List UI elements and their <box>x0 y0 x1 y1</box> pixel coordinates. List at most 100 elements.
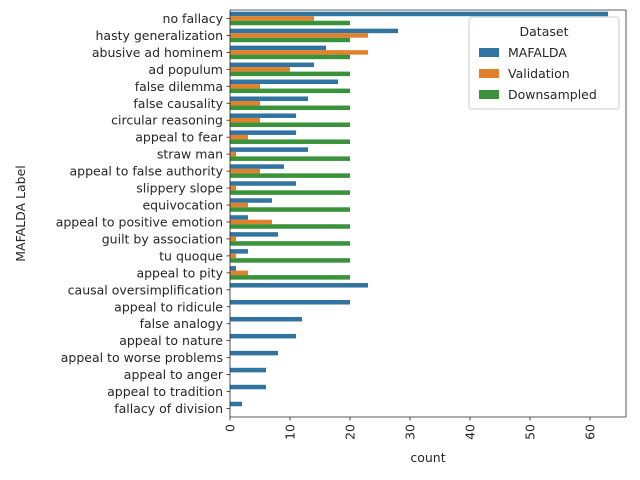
bar-mafalda-slippery-slope <box>230 181 296 186</box>
bar-mafalda-circular-reasoning <box>230 113 296 118</box>
bar-downsampled-abusive-ad-hominem <box>230 54 350 60</box>
x-tick-label: 10 <box>283 424 298 440</box>
bar-validation-abusive-ad-hominem <box>230 50 368 55</box>
legend-entries: MAFALDA Validation Downsampled <box>479 45 597 102</box>
y-tick-label: slippery slope <box>136 181 223 196</box>
y-tick-label: no fallacy <box>163 11 224 26</box>
y-tick-label: appeal to tradition <box>107 384 223 399</box>
bar-downsampled-appeal-to-pity <box>230 275 350 280</box>
y-tick-label: ad populum <box>148 62 223 77</box>
bar-mafalda-appeal-to-pity <box>230 266 236 271</box>
legend-label-downsampled: Downsampled <box>508 87 597 102</box>
x-tick-label: 30 <box>403 424 418 440</box>
y-tick-label: appeal to positive emotion <box>56 214 223 229</box>
bar-mafalda-equivocation <box>230 198 272 203</box>
bar-downsampled-slippery-slope <box>230 190 350 195</box>
bar-mafalda-no-fallacy <box>230 11 608 17</box>
bar-downsampled-false-dilemma <box>230 88 350 94</box>
bar-downsampled-hasty-generalization <box>230 37 350 43</box>
y-tick-label: hasty generalization <box>95 28 223 43</box>
bar-mafalda-appeal-to-nature <box>230 333 296 339</box>
legend-swatch-mafalda <box>479 48 499 57</box>
y-tick-label: false analogy <box>140 316 224 331</box>
y-tick-label: causal oversimplification <box>68 282 223 297</box>
y-tick-label: equivocation <box>142 198 223 213</box>
x-tick-label: 20 <box>343 424 358 440</box>
bar-validation-false-dilemma <box>230 84 260 89</box>
bar-validation-circular-reasoning <box>230 117 260 123</box>
bar-downsampled-guilt-by-association <box>230 241 350 246</box>
y-tick-label: appeal to fear <box>135 130 224 145</box>
bar-validation-appeal-to-positive-emotion <box>230 219 272 225</box>
legend-title: Dataset <box>520 24 569 39</box>
y-axis-label: MAFALDA Label <box>13 165 28 262</box>
bar-validation-straw-man <box>230 151 236 157</box>
y-tick-label: appeal to false authority <box>69 164 223 179</box>
bar-downsampled-appeal-to-fear <box>230 139 350 144</box>
bar-mafalda-false-analogy <box>230 316 302 322</box>
bar-validation-hasty-generalization <box>230 33 368 38</box>
x-axis-label: count <box>410 450 445 465</box>
x-tick-label: 40 <box>463 424 478 440</box>
bar-mafalda-straw-man <box>230 147 308 152</box>
legend-swatch-downsampled <box>479 90 499 99</box>
bar-downsampled-tu-quoque <box>230 258 350 263</box>
legend-swatch-validation <box>479 69 499 78</box>
bar-validation-equivocation <box>230 202 248 208</box>
bar-downsampled-appeal-to-false-authority <box>230 173 350 178</box>
legend: Dataset MAFALDA Validation Downsampled <box>468 16 620 110</box>
y-tick-label: appeal to anger <box>124 367 224 382</box>
y-tick-label: false dilemma <box>135 79 223 94</box>
bar-downsampled-circular-reasoning <box>230 122 350 128</box>
x-tick-label: 0 <box>223 424 238 432</box>
bar-mafalda-false-causality <box>230 96 308 102</box>
bar-mafalda-guilt-by-association <box>230 232 278 237</box>
y-tick-label: appeal to nature <box>119 333 223 348</box>
bar-validation-no-fallacy <box>230 16 314 21</box>
bar-mafalda-appeal-to-fear <box>230 130 296 135</box>
y-tick-label: circular reasoning <box>111 113 223 128</box>
bar-mafalda-hasty-generalization <box>230 28 398 34</box>
bar-mafalda-appeal-to-tradition <box>230 384 266 390</box>
bar-downsampled-ad-populum <box>230 71 350 77</box>
bar-mafalda-tu-quoque <box>230 249 248 254</box>
bar-mafalda-abusive-ad-hominem <box>230 45 326 51</box>
bar-downsampled-appeal-to-positive-emotion <box>230 224 350 229</box>
x-tick-label: 50 <box>523 424 538 440</box>
y-tick-label: guilt by association <box>102 231 223 246</box>
bar-validation-false-causality <box>230 101 260 106</box>
x-axis-ticks: 0 10 20 30 40 50 60 <box>223 417 598 440</box>
bar-validation-tu-quoque <box>230 253 236 259</box>
y-tick-label: tu quoque <box>159 248 223 263</box>
bar-downsampled-no-fallacy <box>230 20 350 26</box>
y-tick-label: appeal to ridicule <box>114 299 223 314</box>
y-tick-label: straw man <box>157 147 223 162</box>
y-tick-label: fallacy of division <box>114 401 223 416</box>
bar-mafalda-false-dilemma <box>230 79 338 85</box>
bar-mafalda-appeal-to-positive-emotion <box>230 215 248 220</box>
y-tick-label: appeal to worse problems <box>61 350 223 365</box>
bar-validation-appeal-to-pity <box>230 270 248 276</box>
bar-validation-guilt-by-association <box>230 236 236 242</box>
y-tick-label: false causality <box>133 96 223 111</box>
bar-mafalda-appeal-to-worse-problems <box>230 350 278 356</box>
bar-mafalda-causal-oversimplification <box>230 283 368 288</box>
y-axis-ticks: no fallacy hasty generalization abusive ad… <box>56 11 230 416</box>
bar-mafalda-ad-populum <box>230 62 314 68</box>
bar-mafalda-appeal-to-ridicule <box>230 299 350 305</box>
bar-downsampled-straw-man <box>230 156 350 161</box>
bar-mafalda-appeal-to-anger <box>230 367 266 373</box>
legend-label-validation: Validation <box>508 66 570 81</box>
legend-label-mafalda: MAFALDA <box>508 45 567 60</box>
bar-downsampled-equivocation <box>230 207 350 212</box>
bar-validation-slippery-slope <box>230 185 236 191</box>
y-tick-label: abusive ad hominem <box>92 45 223 60</box>
y-tick-label: appeal to pity <box>136 265 223 280</box>
bar-mafalda-appeal-to-false-authority <box>230 164 284 169</box>
bars-layer <box>230 11 608 407</box>
bar-validation-appeal-to-fear <box>230 134 248 140</box>
bar-mafalda-fallacy-of-division <box>230 401 242 407</box>
bar-validation-ad-populum <box>230 67 290 72</box>
x-tick-label: 60 <box>583 424 598 440</box>
